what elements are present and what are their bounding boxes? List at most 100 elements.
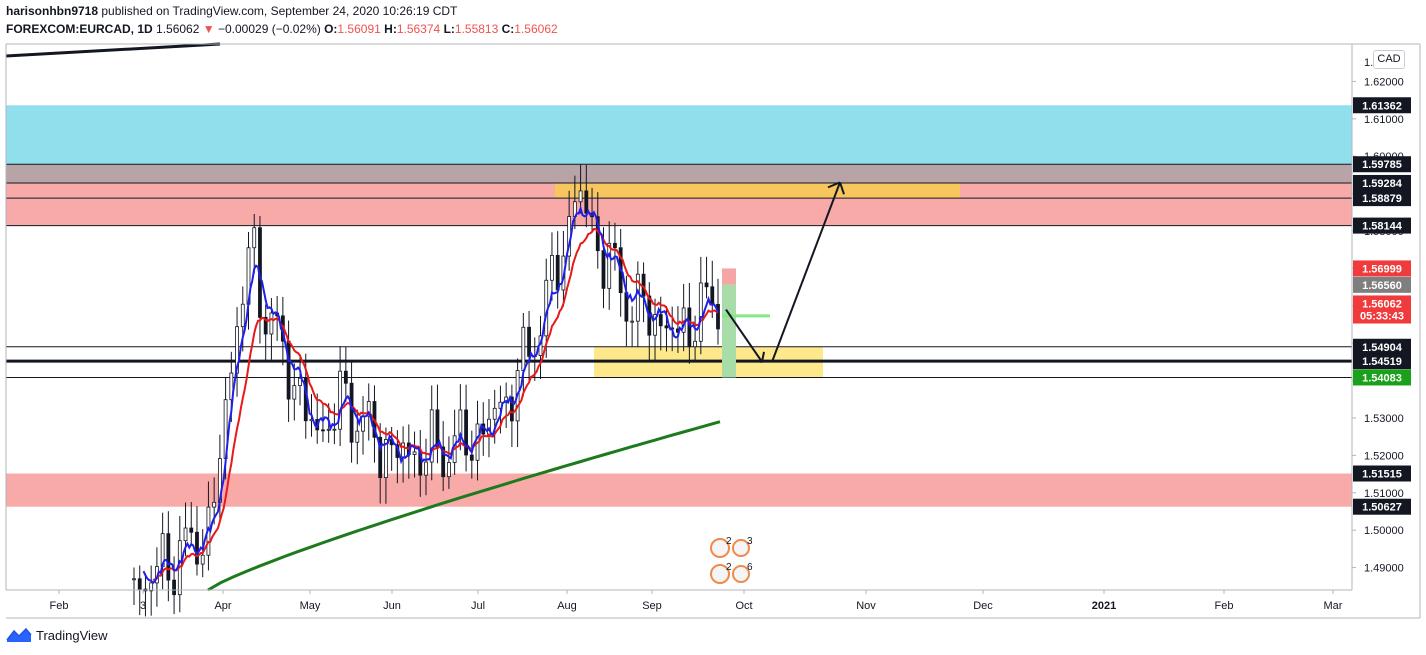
trend-line: [5, 42, 221, 58]
candle-body: [366, 401, 371, 417]
axes-layer: 1.620001.610001.600001.590001.580001.570…: [5, 43, 1421, 619]
hlines-layer: [5, 42, 1352, 378]
drawing-tools-layer[interactable]: 2 3 2 6: [710, 181, 845, 584]
candle-body: [710, 286, 715, 305]
candle-body: [235, 326, 239, 374]
author-name[interactable]: harisonhbn9718: [6, 4, 99, 18]
x-tick-label: Feb: [50, 600, 69, 612]
candle-body: [200, 554, 205, 565]
y-tick-label-partial: 1.: [1364, 57, 1373, 69]
position-target-area: [722, 284, 736, 378]
candle-body: [326, 428, 331, 431]
price-label-box: [1353, 190, 1411, 207]
price-label-box: [1353, 353, 1411, 370]
candle-body: [292, 385, 297, 400]
price-label: 1.54083: [1362, 372, 1402, 384]
flag-ca-icon: [710, 564, 730, 584]
tradingview-logo-icon: [6, 627, 32, 642]
price-label: 05:33:43: [1360, 311, 1404, 323]
high-label: H:: [384, 22, 397, 36]
candle-body: [464, 409, 468, 456]
ema-slow-line: [152, 227, 719, 581]
price-label: 1.56062: [1362, 298, 1402, 310]
price-label-box: [1353, 97, 1411, 114]
x-tick-label: Jul: [471, 600, 485, 612]
candle-body: [212, 501, 217, 508]
candle-body: [716, 303, 720, 330]
y-tick-label: 1.62000: [1364, 76, 1404, 88]
close-value: 1.56062: [514, 22, 558, 36]
price-label-box: [1353, 338, 1411, 355]
price-label: 1.56560: [1362, 280, 1402, 292]
candle-body: [263, 316, 268, 335]
candle-body: [240, 303, 245, 328]
candle-body: [172, 579, 176, 596]
moving-averages-layer: [142, 205, 721, 592]
zones-layer: [6, 105, 1352, 507]
symbol-header: FOREXCOM:EURCAD, 1D 1.56062 ▼ −0.00029 (…: [6, 22, 558, 36]
x-tick-label: May: [300, 600, 321, 612]
candle-body: [401, 442, 405, 458]
price-label-box: [1353, 295, 1411, 312]
ema-fast-line: [142, 205, 719, 585]
publish-header: harisonhbn9718 published on TradingView.…: [6, 4, 457, 18]
candle-body: [252, 227, 257, 249]
zone-demand-pink: [6, 473, 1352, 507]
arrow-head: [755, 359, 763, 363]
price-label-box: [1353, 369, 1411, 386]
candle-body: [658, 314, 663, 327]
candle-body: [183, 527, 188, 542]
candle-body: [412, 451, 417, 455]
candle-body: [189, 527, 194, 533]
low-label: L:: [443, 22, 455, 36]
projection-arrow-up: [771, 182, 841, 363]
y-tick-label: 1.50000: [1364, 525, 1404, 537]
flag-eu-icon: [710, 538, 730, 558]
candle-body: [653, 314, 657, 336]
candle-body: [469, 454, 474, 461]
candle-body: [521, 326, 526, 371]
open-label: O:: [324, 22, 338, 36]
candle-body: [424, 461, 428, 476]
zone-supply-mauve: [6, 164, 1352, 183]
candle-body: [527, 326, 531, 357]
price-label: 1.58879: [1362, 193, 1402, 205]
candle-body: [698, 282, 703, 342]
price-label: 1.61362: [1362, 100, 1402, 112]
candle-body: [630, 320, 635, 323]
price-label: 1.58144: [1362, 221, 1403, 233]
candle-body: [338, 370, 343, 430]
tradingview-brand[interactable]: TradingView: [6, 627, 108, 643]
zone-supply-blue: [6, 105, 1352, 165]
candle-body: [343, 370, 348, 384]
price-label-box: [1353, 465, 1411, 482]
event-extra: 3: [747, 536, 753, 547]
open-value: 1.56091: [337, 22, 381, 36]
candle-body: [509, 396, 514, 422]
y-tick-label: 1.53000: [1364, 413, 1404, 425]
currency-button[interactable]: CAD: [1373, 50, 1405, 69]
x-tick-label: Jun: [383, 600, 401, 612]
projection-arrow-down: [725, 308, 763, 363]
price-label-box: [1353, 217, 1411, 234]
flag-eu-icon: [732, 539, 750, 557]
zone-target-orange: [555, 182, 960, 199]
y-tick-label: 1.61000: [1364, 114, 1404, 126]
candle-body: [704, 282, 709, 288]
candle-body: [321, 429, 325, 432]
candle-body: [269, 312, 274, 335]
candle-body: [578, 190, 583, 203]
x-tick-label: Aug: [557, 600, 577, 612]
candle-body: [492, 407, 497, 420]
candle-body: [613, 242, 617, 249]
candle-body: [298, 377, 302, 387]
price-label-box: [1353, 174, 1411, 191]
event-count: 2: [726, 536, 732, 547]
flag-eu-icon: [732, 565, 750, 583]
candle-body: [166, 533, 171, 581]
x-tick-label: Mar: [1324, 600, 1343, 612]
price-label-box: [1353, 498, 1411, 515]
candle-body: [584, 190, 589, 214]
symbol-name[interactable]: FOREXCOM:EURCAD, 1D: [6, 22, 153, 36]
